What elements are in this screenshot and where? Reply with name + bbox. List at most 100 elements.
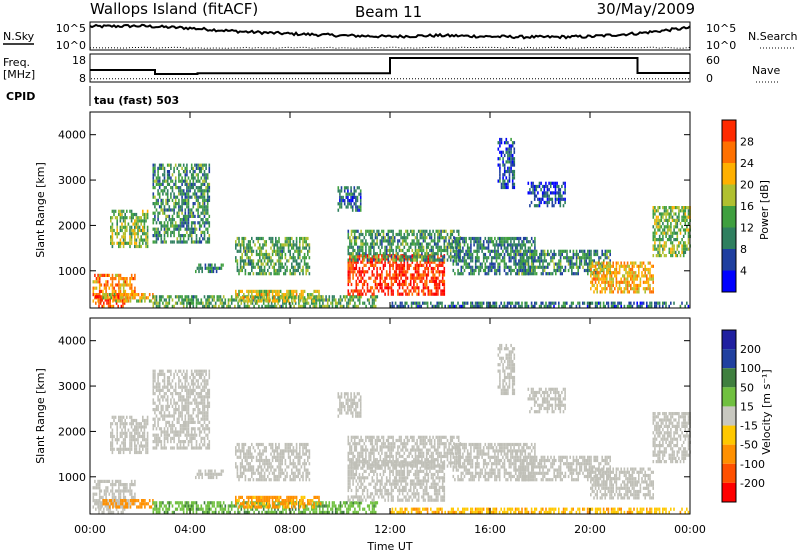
power-cell xyxy=(122,235,125,239)
power-cell xyxy=(585,268,587,273)
power-cell xyxy=(283,246,285,250)
power-cell xyxy=(419,276,422,280)
power-cell xyxy=(387,255,390,259)
power-cell xyxy=(376,273,378,277)
power-cell xyxy=(261,304,263,308)
power-cell xyxy=(665,301,667,305)
power-cell xyxy=(140,293,143,297)
power-cell xyxy=(162,163,164,167)
power-cell xyxy=(257,289,259,293)
power-cell xyxy=(262,256,264,260)
power-cell xyxy=(590,287,592,291)
power-cell xyxy=(421,236,423,240)
power-cell xyxy=(607,304,610,308)
power-cell xyxy=(511,169,514,174)
power-cell xyxy=(350,252,353,256)
power-cell xyxy=(379,258,382,262)
power-cell xyxy=(189,179,191,183)
power-cell xyxy=(363,258,366,262)
power-cell xyxy=(226,304,228,308)
power-cell xyxy=(687,247,690,251)
power-cell xyxy=(543,249,546,253)
power-cell xyxy=(636,283,638,288)
power-cell xyxy=(251,301,254,305)
power-cell xyxy=(174,202,177,206)
power-cell xyxy=(368,301,371,305)
power-cell xyxy=(666,222,669,226)
velocity-cell xyxy=(126,431,128,435)
power-cell xyxy=(413,252,415,256)
power-cell xyxy=(190,237,193,241)
power-cell xyxy=(140,299,143,303)
power-cell xyxy=(295,262,298,266)
power-cell xyxy=(306,298,308,302)
power-cell xyxy=(154,163,156,167)
power-cell xyxy=(241,268,243,273)
power-cell xyxy=(152,240,155,244)
power-cell xyxy=(118,280,120,284)
power-cell xyxy=(202,198,204,202)
power-cell xyxy=(644,274,646,278)
power-cell xyxy=(166,295,169,299)
power-cell xyxy=(503,304,506,308)
power-cell xyxy=(371,301,374,305)
power-cell xyxy=(574,272,576,276)
velocity-cell xyxy=(130,434,133,439)
power-cell xyxy=(540,252,543,257)
power-cell xyxy=(208,298,211,302)
power-cell xyxy=(508,252,511,257)
velocity-cell xyxy=(94,492,96,496)
power-cell xyxy=(276,259,279,263)
power-cell xyxy=(299,256,301,260)
power-cell xyxy=(457,258,460,262)
velocity-cell xyxy=(105,479,107,483)
power-cell xyxy=(604,256,607,260)
power-cell xyxy=(299,265,301,269)
power-cell xyxy=(192,182,195,186)
power-cell xyxy=(658,212,661,216)
power-cell xyxy=(479,301,482,305)
power-cell xyxy=(146,244,149,249)
power-cell xyxy=(190,195,193,199)
power-cell xyxy=(178,176,180,180)
power-cell xyxy=(190,173,193,177)
power-cell xyxy=(682,247,685,251)
power-cell xyxy=(530,236,533,241)
power-cell xyxy=(610,277,613,281)
power-cell xyxy=(356,208,359,212)
power-cell xyxy=(425,252,428,256)
power-cell xyxy=(407,304,410,308)
power-cell xyxy=(135,241,138,245)
power-cell xyxy=(200,192,203,196)
power-cell xyxy=(630,287,632,291)
power-cell xyxy=(154,173,156,177)
power-cell xyxy=(492,301,494,305)
power-cell xyxy=(534,304,536,308)
power-cell xyxy=(506,249,509,253)
colorbar-tick-label: 24 xyxy=(740,157,754,170)
power-cell xyxy=(205,211,207,215)
velocity-cell xyxy=(126,483,128,487)
power-cell xyxy=(510,304,512,308)
velocity-cell xyxy=(107,502,109,506)
power-cell xyxy=(277,295,279,299)
velocity-cell xyxy=(129,444,131,448)
power-cell xyxy=(369,289,372,293)
power-cell xyxy=(658,222,661,226)
colorbar-tick-label: 20 xyxy=(740,179,754,192)
power-cell xyxy=(572,252,575,257)
velocity-cell xyxy=(145,502,148,506)
power-cell xyxy=(638,271,640,275)
power-cell xyxy=(425,245,428,249)
power-cell xyxy=(237,301,239,305)
power-cell xyxy=(526,268,528,273)
power-cell xyxy=(344,295,347,299)
power-cell xyxy=(374,260,377,264)
velocity-cell xyxy=(137,428,139,432)
power-cell xyxy=(353,258,356,262)
velocity-cell xyxy=(130,425,133,429)
power-cell xyxy=(452,249,455,253)
power-cell xyxy=(349,254,351,258)
power-cell xyxy=(270,259,272,263)
velocity-cell xyxy=(124,502,127,506)
